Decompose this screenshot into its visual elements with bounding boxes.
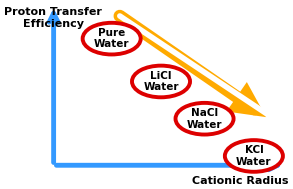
Text: Cationic Radius: Cationic Radius <box>192 176 289 186</box>
Text: NaCl
Water: NaCl Water <box>187 108 222 129</box>
Text: Proton Transfer
Efficiency: Proton Transfer Efficiency <box>4 7 102 29</box>
Text: LiCl
Water: LiCl Water <box>143 71 179 92</box>
Ellipse shape <box>132 66 190 97</box>
Ellipse shape <box>83 23 141 54</box>
Text: KCl
Water: KCl Water <box>236 145 272 167</box>
Ellipse shape <box>225 140 283 172</box>
Text: Pure
Water: Pure Water <box>94 28 130 50</box>
Ellipse shape <box>176 103 234 135</box>
